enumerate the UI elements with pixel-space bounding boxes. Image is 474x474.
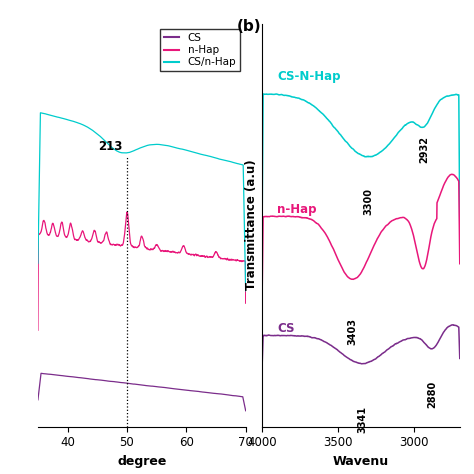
Legend: CS, n-Hap, CS/n-Hap: CS, n-Hap, CS/n-Hap <box>160 29 240 72</box>
Text: 3403: 3403 <box>348 318 358 345</box>
Text: 2932: 2932 <box>419 136 429 163</box>
Text: CS-N-Hap: CS-N-Hap <box>277 70 341 83</box>
Text: 3341: 3341 <box>357 406 367 433</box>
Text: 2880: 2880 <box>428 381 438 408</box>
Text: 3300: 3300 <box>364 188 374 215</box>
Text: 213: 213 <box>99 140 123 153</box>
Text: CS: CS <box>277 322 295 335</box>
Text: (b): (b) <box>237 19 261 34</box>
X-axis label: Wavenu: Wavenu <box>333 455 389 468</box>
X-axis label: degree: degree <box>117 455 166 468</box>
Text: n-Hap: n-Hap <box>277 203 317 216</box>
Y-axis label: Transmittance (a.u): Transmittance (a.u) <box>245 160 258 291</box>
